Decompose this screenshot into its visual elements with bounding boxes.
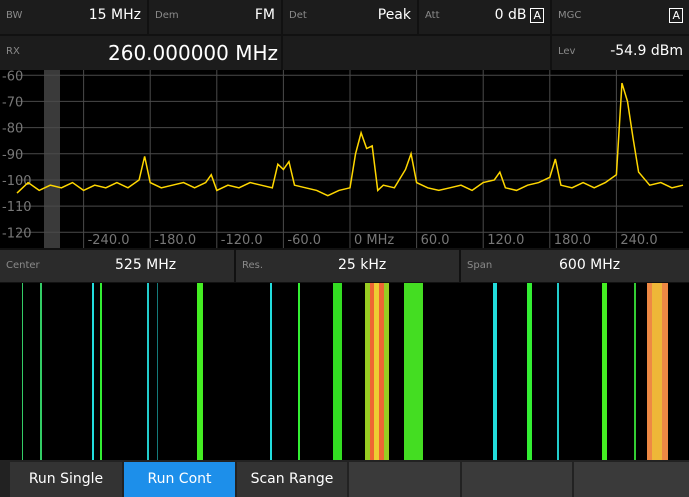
label: BW <box>6 10 22 21</box>
waterfall-stripes <box>22 283 668 460</box>
label: Span <box>467 260 492 271</box>
rx-frequency: 260.000000 MHz <box>108 41 278 65</box>
waterfall <box>0 283 689 460</box>
y-tick-label: -80 <box>2 122 23 137</box>
mgc-cell: MGC A <box>552 0 689 34</box>
y-tick-label: -110 <box>2 200 32 215</box>
att-value: 0 dB <box>495 7 527 23</box>
value: Peak <box>378 7 411 23</box>
value: -54.9 dBm <box>610 43 683 59</box>
span-cell: Span 600 MHz <box>461 250 689 282</box>
y-tick-label: -70 <box>2 95 23 110</box>
x-tick-label: -120.0 <box>221 233 263 248</box>
spectrum-chart: -60 -70 -80 -90 -100 -110 -120 -240.0 -180.0 -120… <box>0 70 689 248</box>
value: 600 MHz <box>559 257 620 273</box>
x-tick-label: 0 MHz <box>354 233 394 248</box>
softkey-empty <box>462 462 572 497</box>
x-tick-label: -60.0 <box>287 233 321 248</box>
x-tick-label: 240.0 <box>620 233 657 248</box>
att-mode: A <box>530 8 544 23</box>
label: Det <box>289 10 307 21</box>
det-cell: Det Peak <box>283 0 417 34</box>
dem-cell: Dem FM <box>149 0 281 34</box>
value: 15 MHz <box>89 7 141 23</box>
softkey-empty <box>349 462 460 497</box>
value: FM <box>255 7 275 23</box>
rx-cell: RX 260.000000 MHz <box>0 36 281 70</box>
empty-cell <box>283 36 550 70</box>
value: A <box>665 7 683 23</box>
softkey[interactable]: Scan Range <box>237 462 347 497</box>
lev-cell: Lev -54.9 dBm <box>552 36 689 70</box>
label: RX <box>6 46 20 57</box>
center-cell: Center 525 MHz <box>0 250 234 282</box>
x-tick-label: 120.0 <box>487 233 524 248</box>
x-tick-label: 180.0 <box>554 233 591 248</box>
x-tick-label: -240.0 <box>88 233 130 248</box>
x-tick-label: -180.0 <box>154 233 196 248</box>
label: Center <box>6 260 40 271</box>
y-tick-label: -60 <box>2 70 23 84</box>
x-tick-label: 60.0 <box>421 233 450 248</box>
label: Res. <box>242 260 263 271</box>
label: Att <box>425 10 440 21</box>
bw-cell: BW 15 MHz <box>0 0 147 34</box>
softkey-active[interactable]: Run Cont <box>124 462 235 497</box>
softkey-empty <box>574 462 689 497</box>
page: BW15 MHz DemFM DetPeak Att0 dBA MGCA RX2… <box>0 0 689 497</box>
res-cell: Res. 25 kHz <box>236 250 459 282</box>
value: 525 MHz <box>115 257 176 273</box>
y-tick-label: -90 <box>2 148 23 163</box>
y-tick-label: -120 <box>2 226 32 241</box>
label: Dem <box>155 10 179 21</box>
y-tick-label: -100 <box>2 174 32 189</box>
label: Lev <box>558 46 575 57</box>
mgc-mode: A <box>669 8 683 23</box>
value: 25 kHz <box>338 257 386 273</box>
marker-column <box>44 70 60 248</box>
softkey[interactable]: Run Single <box>10 462 122 497</box>
label: MGC <box>558 10 581 21</box>
